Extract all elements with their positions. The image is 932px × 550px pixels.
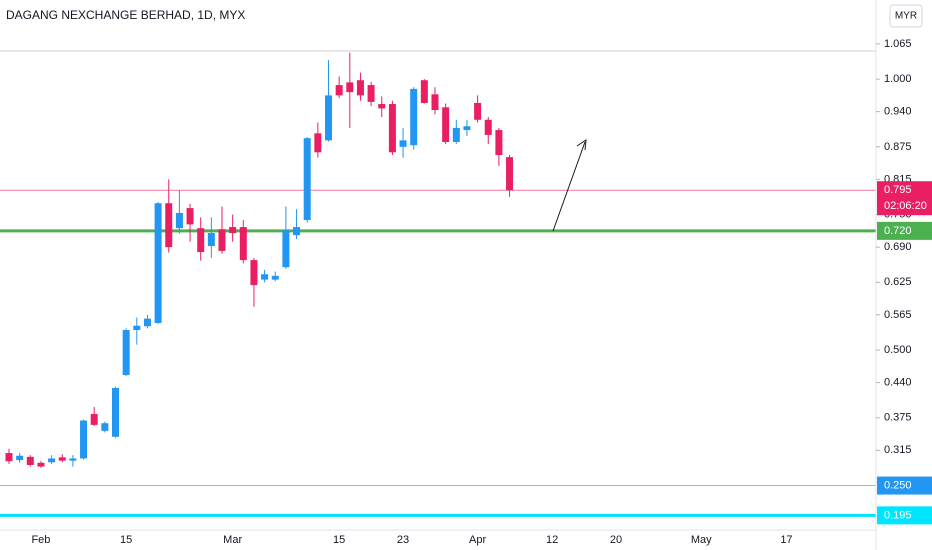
candle-body (271, 275, 279, 280)
candle-body (239, 227, 247, 261)
y-tick-label: 0.940 (884, 106, 912, 118)
candle-body (506, 157, 514, 191)
candle-body (410, 88, 418, 146)
candle-body (463, 126, 471, 131)
x-tick-label: 20 (610, 534, 622, 546)
candle-body (474, 102, 482, 120)
price-label: 0.795 (884, 184, 912, 196)
x-tick-label: May (691, 534, 712, 546)
candle-body (122, 330, 130, 376)
candle-body (388, 104, 396, 153)
candle-body (112, 388, 119, 437)
candle-body (26, 456, 34, 465)
y-tick-label: 0.315 (884, 444, 912, 456)
x-tick-label: 23 (397, 534, 409, 546)
price-label-box (877, 221, 932, 240)
y-tick-label: 0.375 (884, 412, 912, 424)
y-tick-label: 0.565 (884, 309, 912, 321)
candle-body (325, 95, 332, 141)
candle-body (431, 94, 439, 111)
title-backdrop (0, 4, 205, 26)
candle-body (207, 233, 215, 247)
price-label-box (877, 506, 932, 525)
price-label: 0.250 (884, 479, 912, 491)
candle-body (303, 138, 311, 221)
candle-body (346, 82, 354, 93)
price-axis: 1.0651.0000.9400.8750.8150.7500.6900.625… (31, 38, 932, 546)
candle-body (133, 325, 141, 331)
y-tick-label: 0.625 (884, 276, 912, 288)
candle-body (250, 260, 258, 286)
candle-body (101, 423, 109, 431)
price-lines (0, 50, 876, 517)
candle-body (335, 85, 343, 96)
x-tick-label: 17 (780, 534, 792, 546)
candle-body (261, 274, 269, 280)
price-label-box (877, 181, 932, 216)
y-tick-label: 0.690 (884, 241, 912, 253)
x-tick-label: Apr (469, 534, 486, 546)
x-tick-label: Feb (31, 534, 50, 546)
y-tick-label: 1.065 (884, 38, 912, 50)
candle-body (282, 230, 290, 268)
currency-button[interactable] (889, 4, 923, 28)
price-label: 0.195 (884, 509, 912, 521)
countdown-label: 02:06:20 (884, 200, 927, 212)
candle-body (442, 107, 450, 142)
candle-body (48, 458, 56, 463)
candle-body (420, 80, 428, 103)
candle-body (175, 212, 183, 229)
x-tick-label: 15 (333, 534, 345, 546)
x-tick-label: 15 (120, 534, 132, 546)
candle-body (197, 228, 205, 252)
price-label: 0.720 (884, 225, 912, 237)
candle-body (452, 127, 460, 142)
candle-body (186, 208, 194, 225)
candle-body (484, 119, 492, 135)
y-tick-label: 0.500 (884, 344, 912, 356)
candle-body (5, 453, 13, 462)
candle-body (367, 85, 375, 102)
candle-body (229, 227, 237, 234)
candle-body (356, 80, 364, 96)
candle-body (80, 420, 88, 459)
price-label-box (877, 476, 932, 495)
y-tick-label: 0.440 (884, 377, 912, 389)
candle-body (165, 203, 173, 248)
candle-body (154, 203, 162, 323)
candle-body (495, 130, 503, 155)
candle-body (37, 462, 45, 467)
candle-body (378, 104, 386, 109)
x-tick-label: 12 (546, 534, 558, 546)
candle-body (58, 457, 66, 461)
y-tick-label: 1.000 (884, 73, 912, 85)
x-tick-label: Mar (223, 534, 242, 546)
currency-label: MYR (895, 11, 917, 22)
candle-body (16, 455, 24, 461)
y-tick-label: 0.875 (884, 141, 912, 153)
trend-arrow (552, 141, 586, 232)
trend-arrow-head (576, 138, 587, 151)
chart-title: DAGANG NEXCHANGE BERHAD, 1D, MYX (6, 8, 245, 22)
candle-body (314, 133, 322, 153)
candle-body (293, 227, 301, 236)
candle-body (399, 140, 407, 147)
candles (5, 52, 514, 468)
candle-body (143, 318, 151, 327)
candle-body (90, 414, 98, 425)
candle-body (69, 458, 77, 461)
candle-body (218, 229, 226, 251)
